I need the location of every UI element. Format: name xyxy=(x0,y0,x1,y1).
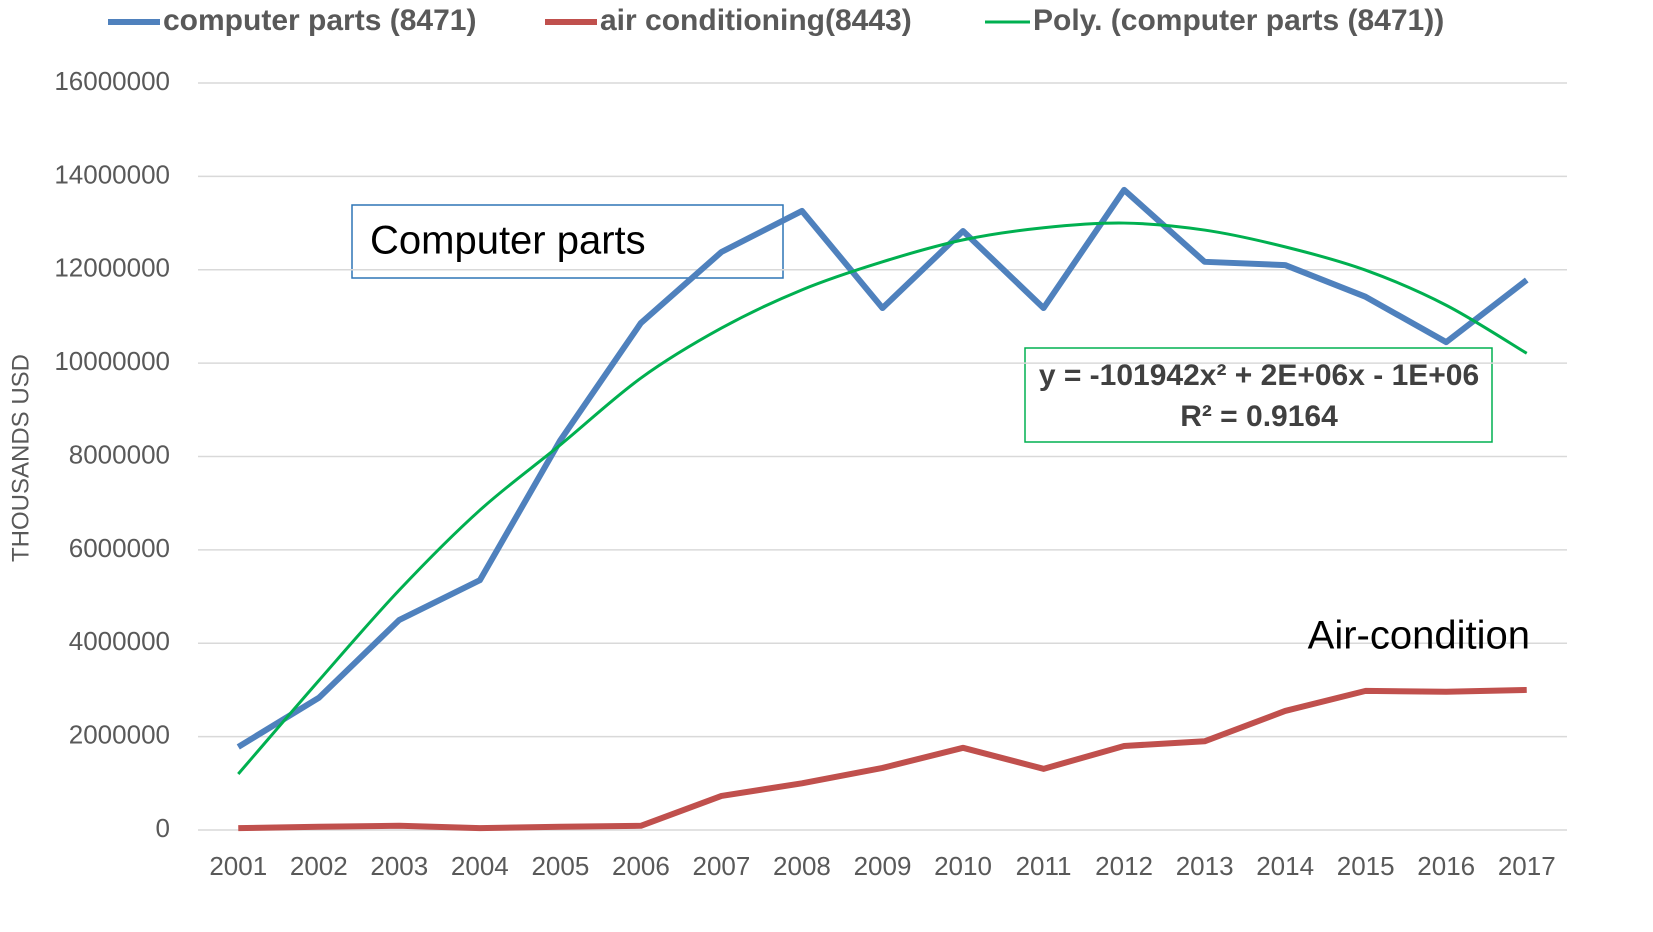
x-tick-label: 2017 xyxy=(1498,851,1556,881)
y-tick-label: 4000000 xyxy=(69,626,170,656)
x-tick-label: 2016 xyxy=(1417,851,1475,881)
x-tick-label: 2004 xyxy=(451,851,509,881)
x-tick-label: 2015 xyxy=(1337,851,1395,881)
y-tick-label: 14000000 xyxy=(54,159,170,189)
annotation: Air-condition xyxy=(1308,614,1530,658)
x-tick-label: 2003 xyxy=(370,851,428,881)
annotation: R² = 0.9164 xyxy=(1180,400,1338,433)
legend-label: air conditioning(8443) xyxy=(600,4,912,37)
x-tick-label: 2002 xyxy=(290,851,348,881)
x-tick-label: 2007 xyxy=(693,851,751,881)
series-line xyxy=(236,186,1529,750)
legend-label: computer parts (8471) xyxy=(163,4,476,37)
y-tick-label: 16000000 xyxy=(54,66,170,96)
x-tick-label: 2008 xyxy=(773,851,831,881)
y-tick-label: 6000000 xyxy=(69,533,170,563)
y-axis-label: THOUSANDS USD xyxy=(7,354,34,562)
x-tick-label: 2001 xyxy=(209,851,267,881)
y-tick-label: 2000000 xyxy=(69,720,170,750)
x-tick-label: 2012 xyxy=(1095,851,1153,881)
x-tick-label: 2011 xyxy=(1016,851,1072,881)
annotation: y = -101942x² + 2E+06x - 1E+06 xyxy=(1039,359,1479,392)
y-tick-label: 12000000 xyxy=(54,253,170,283)
y-tick-label: 0 xyxy=(156,813,170,843)
x-tick-label: 2013 xyxy=(1176,851,1234,881)
y-tick-label: 8000000 xyxy=(69,439,170,469)
x-tick-label: 2006 xyxy=(612,851,670,881)
x-tick-label: 2010 xyxy=(934,851,992,881)
x-tick-label: 2009 xyxy=(854,851,912,881)
x-tick-label: 2014 xyxy=(1256,851,1314,881)
annotation-box xyxy=(351,204,784,279)
legend-label: Poly. (computer parts (8471)) xyxy=(1033,4,1444,37)
series-line xyxy=(238,686,1527,832)
annotation: Computer parts xyxy=(370,219,646,263)
y-tick-label: 10000000 xyxy=(54,346,170,376)
series-line xyxy=(237,221,1528,775)
equation-box xyxy=(1024,347,1493,443)
x-tick-label: 2005 xyxy=(531,851,589,881)
